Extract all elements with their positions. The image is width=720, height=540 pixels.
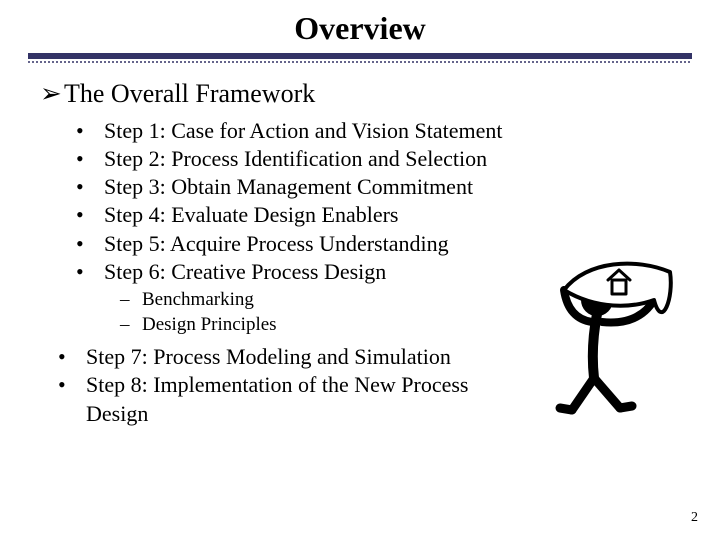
list-item-text-line: Step 8: Implementation of the New Proces… xyxy=(86,372,468,425)
bullet-icon: • xyxy=(58,343,86,371)
list-item-text: Step 6: Creative Process Design xyxy=(104,258,386,286)
divider-rule xyxy=(28,53,692,65)
dash-bullet-icon: – xyxy=(120,313,142,338)
bullet-icon: • xyxy=(76,173,104,201)
slide-title: Overview xyxy=(0,0,720,53)
bullet-icon: • xyxy=(76,145,104,173)
heading-text: The Overall Framework xyxy=(64,79,315,108)
sub-item-text: Benchmarking xyxy=(142,288,254,313)
list-item-text: Step 5: Acquire Process Understanding xyxy=(104,230,449,258)
dash-bullet-icon: – xyxy=(120,288,142,313)
list-item-text: Step 3: Obtain Management Commitment xyxy=(104,173,473,201)
list-item-text: Step 7: Process Modeling and Simulation xyxy=(86,343,451,371)
list-item: • Step 3: Obtain Management Commitment xyxy=(76,173,680,201)
list-item-text: Step 1: Case for Action and Vision State… xyxy=(104,117,503,145)
list-item-text: Step 2: Process Identification and Selec… xyxy=(104,145,487,173)
bullet-icon: • xyxy=(76,230,104,258)
clipart-figure-icon xyxy=(542,250,692,420)
sub-item-text: Design Principles xyxy=(142,313,277,338)
list-item: • Step 4: Evaluate Design Enablers xyxy=(76,201,680,229)
list-item: • Step 2: Process Identification and Sel… xyxy=(76,145,680,173)
page-number: 2 xyxy=(691,510,698,526)
heading-line: ➢The Overall Framework xyxy=(40,79,680,109)
list-item-text: Step 4: Evaluate Design Enablers xyxy=(104,201,398,229)
slide: Overview ➢The Overall Framework • Step 1… xyxy=(0,0,720,540)
bullet-icon: • xyxy=(76,117,104,145)
bullet-icon: • xyxy=(58,371,86,427)
arrow-bullet-icon: ➢ xyxy=(40,79,64,109)
list-item: • Step 1: Case for Action and Vision Sta… xyxy=(76,117,680,145)
bullet-icon: • xyxy=(76,201,104,229)
list-item-text: Step 8: Implementation of the New Proces… xyxy=(86,371,506,427)
bullet-icon: • xyxy=(76,258,104,286)
divider-dots xyxy=(28,59,692,65)
